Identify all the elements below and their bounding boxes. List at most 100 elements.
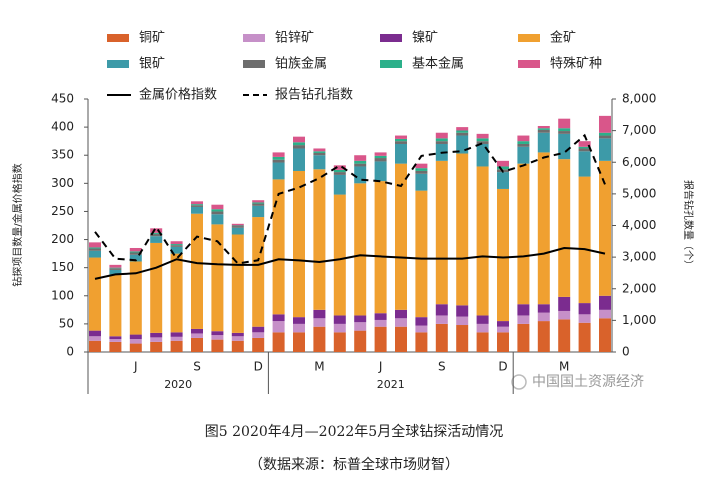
legend-swatch <box>107 60 129 68</box>
y2-tick-label: 0 <box>622 345 630 359</box>
bar-segment <box>599 132 611 136</box>
bar-segment <box>109 267 122 269</box>
bar-segment <box>272 159 285 163</box>
bar-segment <box>109 268 122 270</box>
bar-segment <box>517 141 530 144</box>
bar-segment <box>272 179 285 315</box>
bar-segment <box>150 242 163 333</box>
bar-segment <box>170 246 183 254</box>
bar-segment <box>252 337 265 352</box>
bar-segment <box>272 152 285 157</box>
bar-segment <box>211 209 224 212</box>
bar-segment <box>89 250 101 258</box>
bar-segment <box>170 244 183 246</box>
x-tick-label: M <box>559 360 569 374</box>
bar-segment <box>333 172 346 175</box>
bar-segment <box>415 332 428 352</box>
bar-segment <box>537 132 550 153</box>
bar-segment <box>354 163 367 167</box>
legend-label: 特殊矿种 <box>550 57 602 72</box>
bar-segment <box>211 331 224 336</box>
bar-segment <box>293 323 305 333</box>
bar-segment <box>333 165 346 170</box>
bar-segment <box>129 261 142 335</box>
bar-segment <box>109 274 122 337</box>
bar-segment <box>252 326 265 333</box>
bar-segment <box>476 332 489 352</box>
bar-segment <box>252 217 265 327</box>
bar-segment <box>333 332 346 352</box>
bar-segment <box>333 169 346 173</box>
y-tick-label: 350 <box>51 148 74 162</box>
y2-axis-title: 报告钻孔数量（个） <box>682 180 695 270</box>
bar-segment <box>89 330 101 337</box>
bar-segment <box>272 321 285 333</box>
bar-segment <box>517 135 530 142</box>
bar-segment <box>395 141 407 144</box>
bar-segment <box>395 163 407 310</box>
bar-segment <box>374 313 387 320</box>
x-group-label: 2021 <box>377 378 405 391</box>
bar-segment <box>497 166 509 170</box>
bar-segment <box>517 143 530 147</box>
bar-segment <box>89 336 101 341</box>
bar-segment <box>150 337 163 342</box>
bar-segment <box>211 204 224 210</box>
bar-segment <box>374 319 387 327</box>
bar-segment <box>89 340 101 352</box>
bar-segment <box>313 152 326 156</box>
bar-segment <box>599 135 611 139</box>
bar-segment <box>211 211 224 215</box>
bar-segment <box>578 303 591 315</box>
legend-swatch <box>518 60 540 68</box>
y-tick-label: 0 <box>66 345 74 359</box>
bar-segment <box>231 340 244 352</box>
y2-tick-label: 1,000 <box>622 313 656 327</box>
x-tick-label: D <box>498 360 507 374</box>
bar-segment <box>374 326 387 352</box>
line-series <box>94 133 606 265</box>
bar-segment <box>558 310 571 320</box>
bar-segment <box>435 315 448 324</box>
bar-segment <box>231 332 244 337</box>
bar-segment <box>252 200 265 203</box>
bar-segment <box>191 204 203 206</box>
bar-segment <box>415 170 428 174</box>
bar-segment <box>599 309 611 319</box>
bar-segment <box>599 160 611 296</box>
bar-segment <box>211 335 224 340</box>
legend-swatch <box>107 34 129 42</box>
bar-segment <box>578 322 591 352</box>
bar-segment <box>537 312 550 322</box>
bar-segment <box>313 318 326 327</box>
bar-segment <box>231 226 244 228</box>
bar-segment <box>476 138 489 142</box>
bar-segment <box>272 314 285 322</box>
legend-swatch <box>380 34 402 42</box>
bar-segment <box>537 304 550 313</box>
bar-segment <box>578 176 591 304</box>
bar-segment <box>191 205 203 207</box>
bar-segment <box>435 323 448 352</box>
bar-segment <box>252 202 265 204</box>
bar-segment <box>456 325 469 352</box>
bar-segment <box>435 138 448 142</box>
bar-segment <box>170 245 183 247</box>
legend-label: 铜矿 <box>139 31 165 46</box>
watermark: 中国国土资源经济 <box>532 374 644 390</box>
bar-segment <box>333 174 346 195</box>
bar-segment <box>109 269 122 275</box>
bar-segment <box>578 148 591 152</box>
bar-segment <box>415 163 428 169</box>
bar-segment <box>109 264 122 268</box>
bar-segment <box>374 161 387 182</box>
bar-segment <box>293 170 305 318</box>
bar-segment <box>537 152 550 305</box>
legend-label: 镍矿 <box>412 31 438 46</box>
bar-segment <box>537 321 550 352</box>
x-tick-label: J <box>133 360 138 374</box>
y2-tick-label: 8,000 <box>622 92 656 106</box>
bar-segment <box>150 232 163 234</box>
y2-tick-label: 4,000 <box>622 218 656 232</box>
